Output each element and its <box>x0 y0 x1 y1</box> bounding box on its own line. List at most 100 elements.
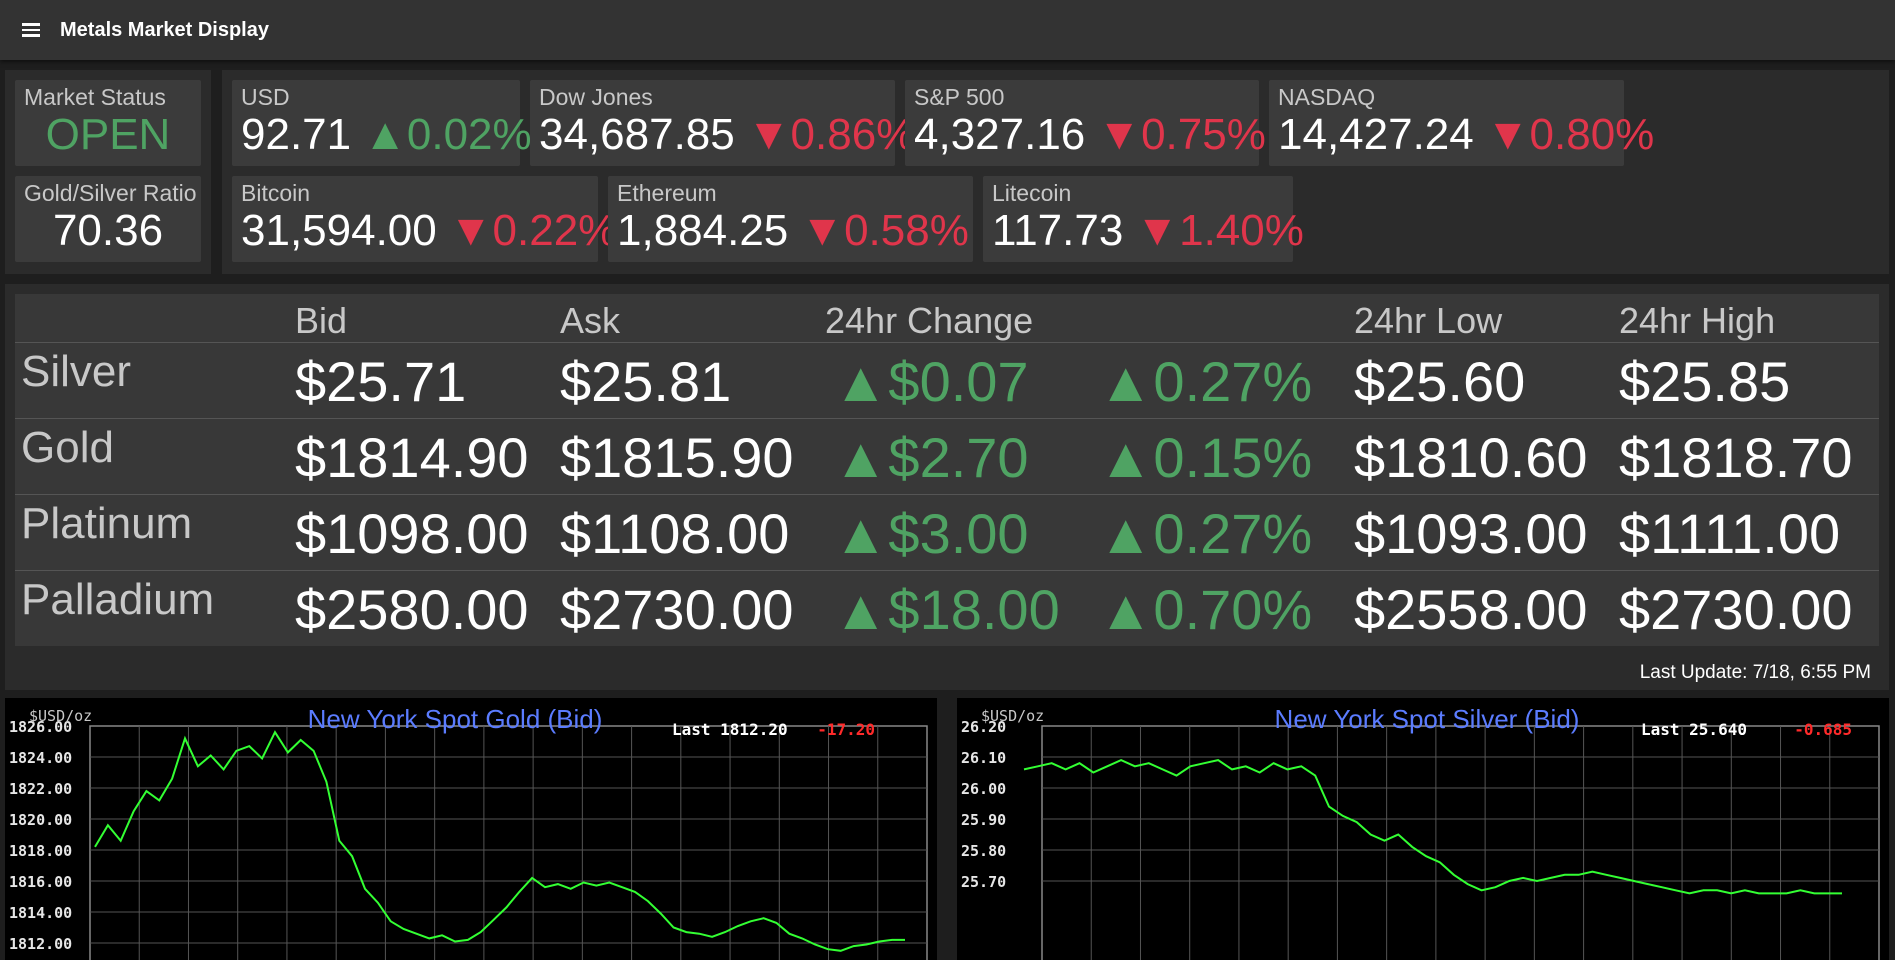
ticker-change: ▼0.75% <box>1097 110 1266 159</box>
ticker-ethereum: Ethereum 1,884.25 ▼0.58% <box>608 176 973 262</box>
change-value: ▲$3.00 <box>833 502 1029 565</box>
low-value: $1093.00 <box>1354 502 1588 565</box>
ticker-dow-jones: Dow Jones 34,687.85 ▼0.86% <box>530 80 915 166</box>
market-status-label: Market Status <box>24 84 166 110</box>
ticker-change: ▼1.40% <box>1135 206 1304 255</box>
ticker-value: 92.71 <box>241 110 352 159</box>
metals-table: Bid Ask 24hr Change 24hr Low 24hr High S… <box>15 294 1879 646</box>
y-tick-label: 1822.00 <box>9 780 72 798</box>
ticker-label: Litecoin <box>992 180 1072 206</box>
bid-value: $1814.90 <box>295 426 529 489</box>
ticker-change: ▼0.86% <box>746 110 916 159</box>
header-24hr-high: 24hr High <box>1619 300 1776 341</box>
ticker-change: ▼0.58% <box>800 206 969 255</box>
change-pct-value: ▲0.70% <box>1098 578 1313 641</box>
ticker-label: S&P 500 <box>914 84 1005 110</box>
table-row: Silver $25.71 $25.81 ▲$0.07 ▲0.27% $25.6… <box>15 342 1879 418</box>
market-status-tile: Market Status OPEN <box>15 80 201 166</box>
header-24hr-change: 24hr Change <box>825 300 1034 341</box>
y-tick-label: 1824.00 <box>9 749 72 767</box>
gold-silver-ratio-value: 70.36 <box>52 206 164 255</box>
ask-value: $1815.90 <box>560 426 794 489</box>
header-24hr-low: 24hr Low <box>1354 300 1503 341</box>
ticker-value: 4,327.16 <box>914 110 1086 159</box>
y-tick-label: 25.90 <box>961 811 1006 829</box>
last-price-label: Last 25.640 <box>1641 720 1747 739</box>
ticker-value: 1,884.25 <box>617 206 789 255</box>
market-status-value: OPEN <box>45 110 171 159</box>
price-series-line <box>94 730 905 952</box>
price-change-label: -17.20 <box>817 720 875 739</box>
y-tick-label: 1826.00 <box>9 718 72 736</box>
table-row: Palladium $2580.00 $2730.00 ▲$18.00 ▲0.7… <box>15 570 1879 646</box>
ticker-sp500: S&P 500 4,327.16 ▼0.75% <box>905 80 1266 166</box>
gold-silver-ratio-label: Gold/Silver Ratio <box>24 180 197 206</box>
y-tick-label: 1812.00 <box>9 935 72 953</box>
y-tick-label: 25.80 <box>961 842 1006 860</box>
ticker-litecoin: Litecoin 117.73 ▼1.40% <box>983 176 1304 262</box>
change-value: ▲$18.00 <box>833 578 1060 641</box>
change-pct-value: ▲0.15% <box>1098 426 1313 489</box>
hamburger-menu-icon[interactable] <box>22 17 48 43</box>
metal-name: Palladium <box>21 575 215 624</box>
ask-value: $2730.00 <box>560 578 794 641</box>
bid-value: $25.71 <box>295 350 467 413</box>
ticker-label: NASDAQ <box>1278 84 1376 110</box>
metal-name: Gold <box>21 423 114 472</box>
silver-chart-svg: 26.20 26.10 26.00 25.90 25.80 25.70 $USD/oz New… <box>961 704 1880 960</box>
table-row: Platinum $1098.00 $1108.00 ▲$3.00 ▲0.27%… <box>15 494 1879 570</box>
low-value: $25.60 <box>1354 350 1526 413</box>
ask-value: $1108.00 <box>560 502 790 565</box>
ticker-change: ▼0.22% <box>448 206 618 255</box>
high-value: $25.85 <box>1619 350 1791 413</box>
y-tick-label: 26.00 <box>961 780 1006 798</box>
ask-value: $25.81 <box>560 350 732 413</box>
metal-name: Silver <box>21 347 132 396</box>
ticker-value: 117.73 <box>992 206 1124 255</box>
app-title: Metals Market Display <box>60 18 269 41</box>
high-value: $1111.00 <box>1619 502 1841 565</box>
tickers-panel: USD 92.71 ▲0.02% Dow Jones 34,687.85 ▼0.… <box>222 70 1889 274</box>
change-pct-value: ▲0.27% <box>1098 502 1313 565</box>
bid-value: $2580.00 <box>295 578 529 641</box>
ticker-change: ▼0.80% <box>1485 110 1655 159</box>
ticker-value: 31,594.00 <box>241 206 437 255</box>
ticker-bitcoin: Bitcoin 31,594.00 ▼0.22% <box>232 176 617 262</box>
high-value: $2730.00 <box>1619 578 1853 641</box>
high-value: $1818.70 <box>1619 426 1853 489</box>
bid-value: $1098.00 <box>295 502 529 565</box>
y-tick-label: 1818.00 <box>9 842 72 860</box>
status-panel: Market Status OPEN Gold/Silver Ratio 70.… <box>5 70 211 274</box>
plot-area <box>1041 725 1880 960</box>
table-row: Gold $1814.90 $1815.90 ▲$2.70 ▲0.15% $18… <box>15 418 1879 494</box>
y-tick-label: 25.70 <box>961 873 1006 891</box>
price-change-label: -0.685 <box>1794 720 1852 739</box>
low-value: $1810.60 <box>1354 426 1588 489</box>
y-tick-label: 1816.00 <box>9 873 72 891</box>
unit-label: $USD/oz <box>29 707 92 725</box>
ticker-usd: USD 92.71 ▲0.02% <box>232 80 532 166</box>
last-update-text: Last Update: 7/18, 6:55 PM <box>1639 662 1871 683</box>
gold-chart-svg: 1826.00 1824.00 1822.00 1820.00 1818.00 1816.… <box>9 704 928 960</box>
chart-title: New York Spot Gold (Bid) <box>308 704 603 734</box>
metals-table-panel: Bid Ask 24hr Change 24hr Low 24hr High S… <box>5 284 1889 690</box>
gold-chart: 1826.00 1824.00 1822.00 1820.00 1818.00 1816.… <box>5 698 937 960</box>
header-bid: Bid <box>295 300 348 341</box>
change-value: ▲$0.07 <box>833 350 1029 413</box>
low-value: $2558.00 <box>1354 578 1588 641</box>
change-value: ▲$2.70 <box>833 426 1029 489</box>
chart-title: New York Spot Silver (Bid) <box>1275 704 1580 734</box>
change-pct-value: ▲0.27% <box>1098 350 1313 413</box>
price-series-line <box>1023 759 1842 895</box>
ticker-nasdaq: NASDAQ 14,427.24 ▼0.80% <box>1269 80 1654 166</box>
y-tick-label: 26.20 <box>961 718 1006 736</box>
ticker-label: Ethereum <box>617 180 717 206</box>
last-price-label: Last 1812.20 <box>672 720 788 739</box>
plot-area <box>89 725 928 960</box>
unit-label: $USD/oz <box>981 707 1044 725</box>
app-bar: Metals Market Display <box>0 0 1895 60</box>
ticker-label: Bitcoin <box>241 180 311 206</box>
y-tick-label: 1814.00 <box>9 904 72 922</box>
y-tick-label: 1820.00 <box>9 811 72 829</box>
ticker-label: USD <box>241 84 290 110</box>
